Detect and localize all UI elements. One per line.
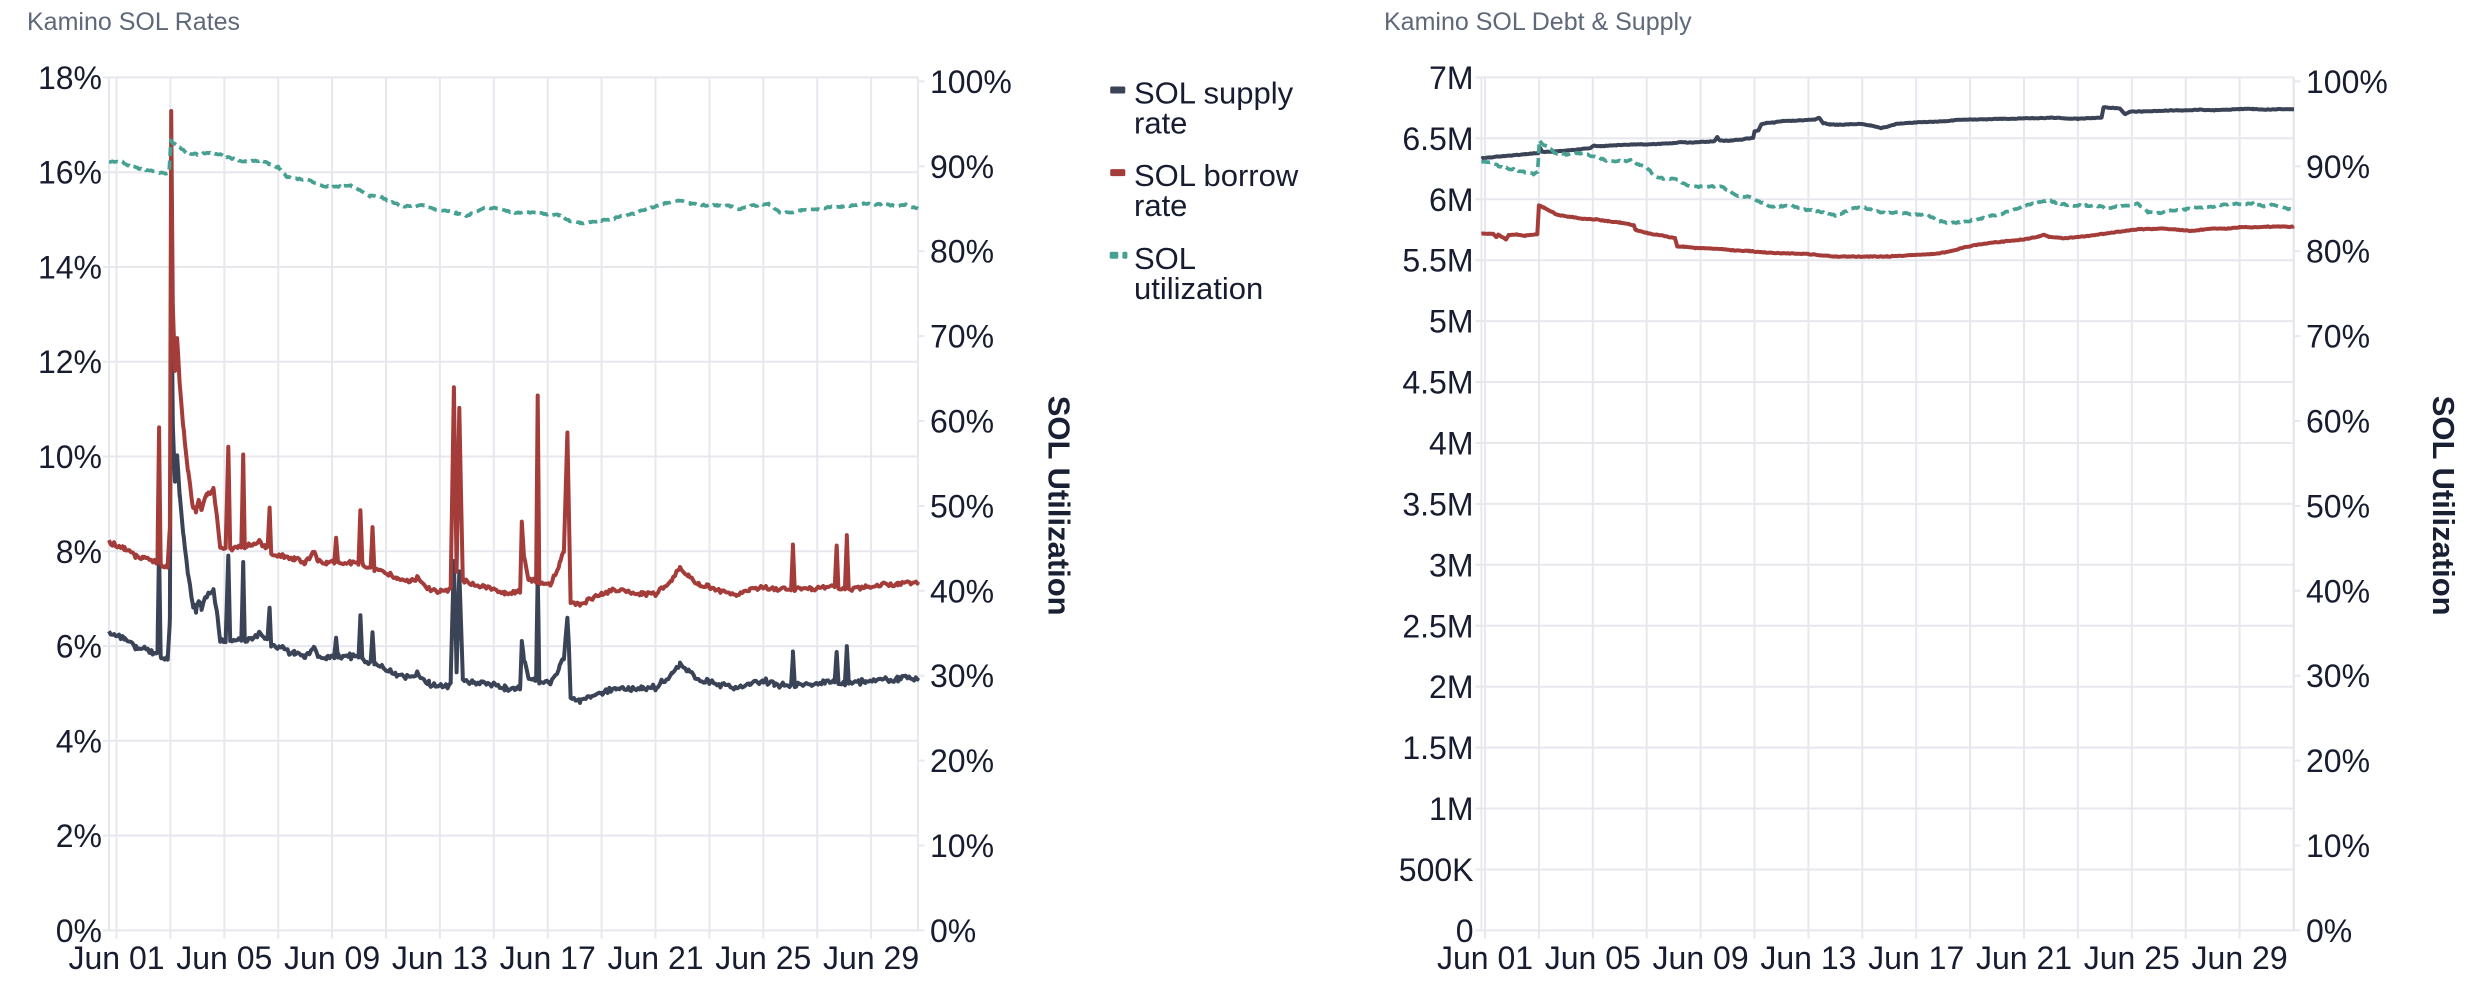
svg-text:40%: 40% [930, 573, 994, 609]
svg-text:3.5M: 3.5M [1402, 486, 1473, 522]
svg-text:14%: 14% [38, 250, 102, 286]
svg-text:90%: 90% [2306, 149, 2370, 185]
svg-text:rate: rate [1134, 106, 1187, 141]
svg-text:70%: 70% [2306, 319, 2370, 355]
svg-text:Jun 13: Jun 13 [392, 940, 488, 976]
svg-text:3M: 3M [1429, 547, 1473, 583]
svg-text:Kamino SOL Rates: Kamino SOL Rates [27, 8, 240, 36]
svg-text:SOL borrow: SOL borrow [1134, 158, 1299, 193]
svg-text:Jun 05: Jun 05 [1545, 940, 1641, 976]
svg-text:18%: 18% [38, 60, 102, 96]
svg-text:40%: 40% [2306, 573, 2370, 609]
svg-text:10%: 10% [2306, 828, 2370, 864]
svg-text:utilization: utilization [1134, 271, 1263, 306]
svg-text:Jun 17: Jun 17 [1868, 940, 1964, 976]
svg-text:Jun 13: Jun 13 [1760, 940, 1856, 976]
svg-text:SOL: SOL [1134, 241, 1196, 276]
svg-text:8%: 8% [56, 534, 102, 570]
svg-text:5.5M: 5.5M [1402, 243, 1473, 279]
svg-text:20%: 20% [930, 743, 994, 779]
svg-text:30%: 30% [930, 658, 994, 694]
svg-text:Jun 25: Jun 25 [715, 940, 811, 976]
svg-text:16%: 16% [38, 155, 102, 191]
svg-text:80%: 80% [930, 234, 994, 270]
svg-text:Jun 05: Jun 05 [176, 940, 272, 976]
svg-text:Jun 29: Jun 29 [2192, 940, 2288, 976]
svg-text:4M: 4M [1429, 426, 1473, 462]
svg-text:Jun 01: Jun 01 [68, 940, 164, 976]
svg-text:0: 0 [1456, 913, 1474, 949]
svg-text:50%: 50% [2306, 488, 2370, 524]
svg-text:SOL Utilization: SOL Utilization [1042, 396, 1077, 616]
svg-text:80%: 80% [2306, 234, 2370, 270]
svg-text:Jun 09: Jun 09 [284, 940, 380, 976]
svg-text:70%: 70% [930, 319, 994, 355]
svg-text:Kamino SOL Debt & Supply: Kamino SOL Debt & Supply [1384, 8, 1692, 36]
svg-text:10%: 10% [930, 828, 994, 864]
svg-text:30%: 30% [2306, 658, 2370, 694]
svg-text:0%: 0% [56, 913, 102, 949]
svg-text:100%: 100% [930, 64, 1012, 100]
svg-text:1M: 1M [1429, 791, 1473, 827]
svg-text:6.5M: 6.5M [1402, 121, 1473, 157]
svg-text:SOL Utilization: SOL Utilization [2426, 396, 2461, 616]
svg-text:rate: rate [1134, 188, 1187, 223]
svg-text:6M: 6M [1429, 182, 1473, 218]
svg-text:12%: 12% [38, 344, 102, 380]
svg-text:Jun 09: Jun 09 [1653, 940, 1749, 976]
svg-text:60%: 60% [2306, 404, 2370, 440]
svg-text:2%: 2% [56, 818, 102, 854]
svg-text:0%: 0% [2306, 913, 2352, 949]
svg-text:Jun 21: Jun 21 [1976, 940, 2072, 976]
svg-text:4%: 4% [56, 723, 102, 759]
svg-text:Jun 29: Jun 29 [823, 940, 919, 976]
svg-text:10%: 10% [38, 439, 102, 475]
svg-text:90%: 90% [930, 149, 994, 185]
svg-text:SOL supply: SOL supply [1134, 76, 1294, 111]
svg-text:100%: 100% [2306, 64, 2388, 100]
svg-text:2M: 2M [1429, 669, 1473, 705]
svg-text:500K: 500K [1399, 852, 1474, 888]
svg-text:Jun 25: Jun 25 [2084, 940, 2180, 976]
svg-text:1.5M: 1.5M [1402, 730, 1473, 766]
svg-text:2.5M: 2.5M [1402, 608, 1473, 644]
svg-text:5M: 5M [1429, 304, 1473, 340]
svg-text:Jun 21: Jun 21 [607, 940, 703, 976]
svg-text:Jun 01: Jun 01 [1437, 940, 1533, 976]
svg-text:7M: 7M [1429, 60, 1473, 96]
svg-text:20%: 20% [2306, 743, 2370, 779]
svg-text:60%: 60% [930, 404, 994, 440]
svg-text:6%: 6% [56, 629, 102, 665]
svg-text:50%: 50% [930, 488, 994, 524]
svg-text:Jun 17: Jun 17 [500, 940, 596, 976]
svg-text:0%: 0% [930, 913, 976, 949]
svg-text:4.5M: 4.5M [1402, 365, 1473, 401]
